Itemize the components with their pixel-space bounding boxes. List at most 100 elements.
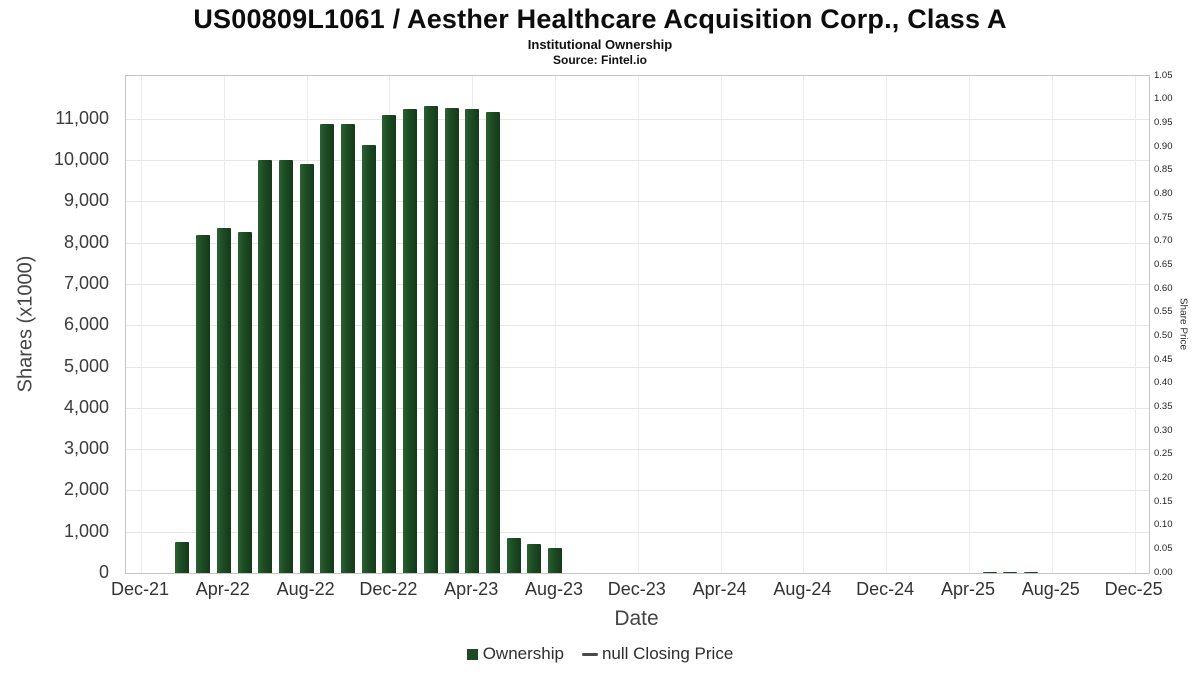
left-axis-tick-label: 4,000	[63, 396, 109, 417]
left-axis-tick-label: 8,000	[63, 231, 109, 252]
v-gridline	[886, 76, 888, 573]
right-axis-tick-label: 0.70	[1154, 235, 1173, 247]
ownership-bar	[382, 114, 397, 573]
v-gridline	[1134, 76, 1136, 573]
v-gridline	[803, 76, 805, 573]
v-gridline	[141, 76, 142, 573]
ownership-bar	[299, 163, 314, 573]
right-axis-tick-label: 1.05	[1154, 69, 1173, 81]
x-axis-tick-label: Dec-22	[359, 579, 418, 599]
left-axis-tick-label: 2,000	[63, 479, 109, 500]
right-axis-tick-label: 0.65	[1154, 258, 1173, 270]
x-axis-tick-label: Apr-23	[444, 579, 499, 599]
x-axis-tick-label: Apr-24	[692, 579, 747, 599]
left-axis-tick-label: 11,000	[55, 107, 109, 128]
x-axis-tick-label: Dec-24	[856, 579, 915, 599]
ownership-bar	[278, 160, 293, 573]
right-axis-tick-label: 0.30	[1154, 424, 1173, 436]
right-axis-tick-label: 0.00	[1154, 566, 1173, 578]
legend: Ownership null Closing Price	[0, 644, 1200, 664]
right-axis-tick-label: 0.55	[1154, 306, 1173, 318]
chart-title: US00809L1061 / Aesther Healthcare Acquis…	[193, 4, 1007, 34]
ownership-bar	[423, 105, 438, 573]
x-axis-ticks: Dec-21 Apr-22 Aug-22 Dec-22 Apr-23 Aug-23 Dec-…	[111, 579, 1163, 603]
left-axis-tick-label: 3,000	[63, 438, 109, 459]
left-axis-ticks: 0 1,000 2,000 3,000 4,000 5,000 6,000 7,000 8,00…	[0, 75, 117, 582]
right-axis-tick-label: 0.15	[1154, 495, 1173, 507]
x-axis-tick-label: Apr-25	[940, 579, 996, 599]
left-axis-tick-label: 1,000	[63, 520, 109, 541]
left-axis-tick-label: 5,000	[63, 355, 109, 376]
ownership-bar	[527, 544, 542, 573]
ownership-bar	[237, 231, 252, 573]
left-axis-tick-label: 0	[98, 562, 109, 582]
closing-price-legend-line-icon	[581, 652, 598, 656]
x-axis-tick-label: Aug-22	[276, 579, 335, 599]
right-axis-tick-label: 0.40	[1154, 377, 1173, 389]
right-axis-tick-label: 0.95	[1154, 116, 1173, 128]
ownership-bar	[196, 234, 211, 573]
ownership-bar	[341, 124, 355, 573]
x-axis-tick-label: Aug-24	[773, 579, 832, 599]
h-gridline	[126, 490, 1149, 492]
h-gridline	[126, 325, 1149, 327]
ownership-legend-label: Ownership	[482, 644, 564, 663]
v-gridline	[555, 76, 556, 573]
x-axis-tick-label: Aug-23	[524, 579, 584, 599]
ownership-bar	[506, 538, 521, 573]
right-axis-tick-label: 0.35	[1154, 400, 1173, 412]
v-gridline	[969, 76, 970, 573]
ownership-bar	[175, 542, 190, 573]
chart-source: Source: Fintel.io	[552, 53, 647, 67]
ownership-bar	[361, 144, 376, 573]
h-gridline	[126, 201, 1149, 203]
h-gridline	[126, 449, 1149, 451]
left-axis-tick-label: 10,000	[53, 149, 109, 170]
right-axis-tick-label: 0.85	[1154, 164, 1173, 176]
x-axis-tick-label: Dec-21	[110, 579, 170, 599]
right-axis-tick-label: 1.00	[1154, 93, 1173, 105]
h-gridline	[126, 242, 1149, 244]
ownership-bar	[1003, 571, 1018, 573]
right-axis-tick-label: 0.10	[1154, 519, 1173, 531]
ownership-bar	[548, 547, 562, 573]
plot-area	[125, 75, 1150, 574]
ownership-bar	[465, 109, 480, 573]
v-gridline	[720, 76, 722, 573]
left-axis-tick-label: 6,000	[63, 314, 109, 335]
right-axis-tick-label: 0.50	[1154, 329, 1173, 341]
x-axis-tick-label: Aug-25	[1021, 579, 1080, 599]
ownership-bar	[1024, 572, 1039, 573]
ownership-bar	[216, 228, 231, 573]
right-axis-tick-label: 0.90	[1154, 140, 1173, 152]
h-gridline	[126, 284, 1149, 286]
v-gridline	[637, 76, 639, 573]
ownership-legend-swatch-icon	[466, 648, 478, 660]
left-axis-tick-label: 7,000	[63, 273, 109, 294]
h-gridline	[126, 366, 1149, 368]
right-axis-tick-label: 0.05	[1154, 542, 1173, 554]
right-axis-ticks: 0.00 0.05 0.10 0.15 0.20 0.25 0.30 0.35 0.40 0.45…	[1151, 70, 1197, 578]
closing-price-legend-label: null Closing Price	[601, 644, 734, 663]
right-axis-tick-label: 0.80	[1154, 187, 1173, 199]
h-gridline	[126, 160, 1149, 162]
left-axis-tick-label: 9,000	[63, 190, 109, 211]
ownership-bar	[444, 108, 459, 573]
ownership-bar	[982, 572, 997, 573]
right-axis-tick-label: 0.45	[1154, 353, 1173, 365]
right-axis-tick-label: 0.60	[1154, 282, 1173, 294]
x-axis-tick-label: Dec-23	[607, 579, 666, 599]
h-gridline	[126, 407, 1149, 409]
ownership-bar	[258, 160, 273, 573]
ownership-bar	[320, 124, 335, 573]
ownership-bar	[403, 109, 418, 573]
x-axis-tick-label: Apr-22	[195, 579, 250, 599]
ownership-bar	[485, 111, 500, 573]
h-gridline	[126, 118, 1149, 120]
x-axis-title: Date	[614, 607, 659, 630]
right-axis-tick-label: 0.75	[1154, 211, 1173, 223]
right-axis-tick-label: 0.20	[1154, 471, 1173, 483]
x-axis-tick-label: Dec-25	[1104, 579, 1163, 599]
right-axis-tick-label: 0.25	[1154, 448, 1173, 460]
